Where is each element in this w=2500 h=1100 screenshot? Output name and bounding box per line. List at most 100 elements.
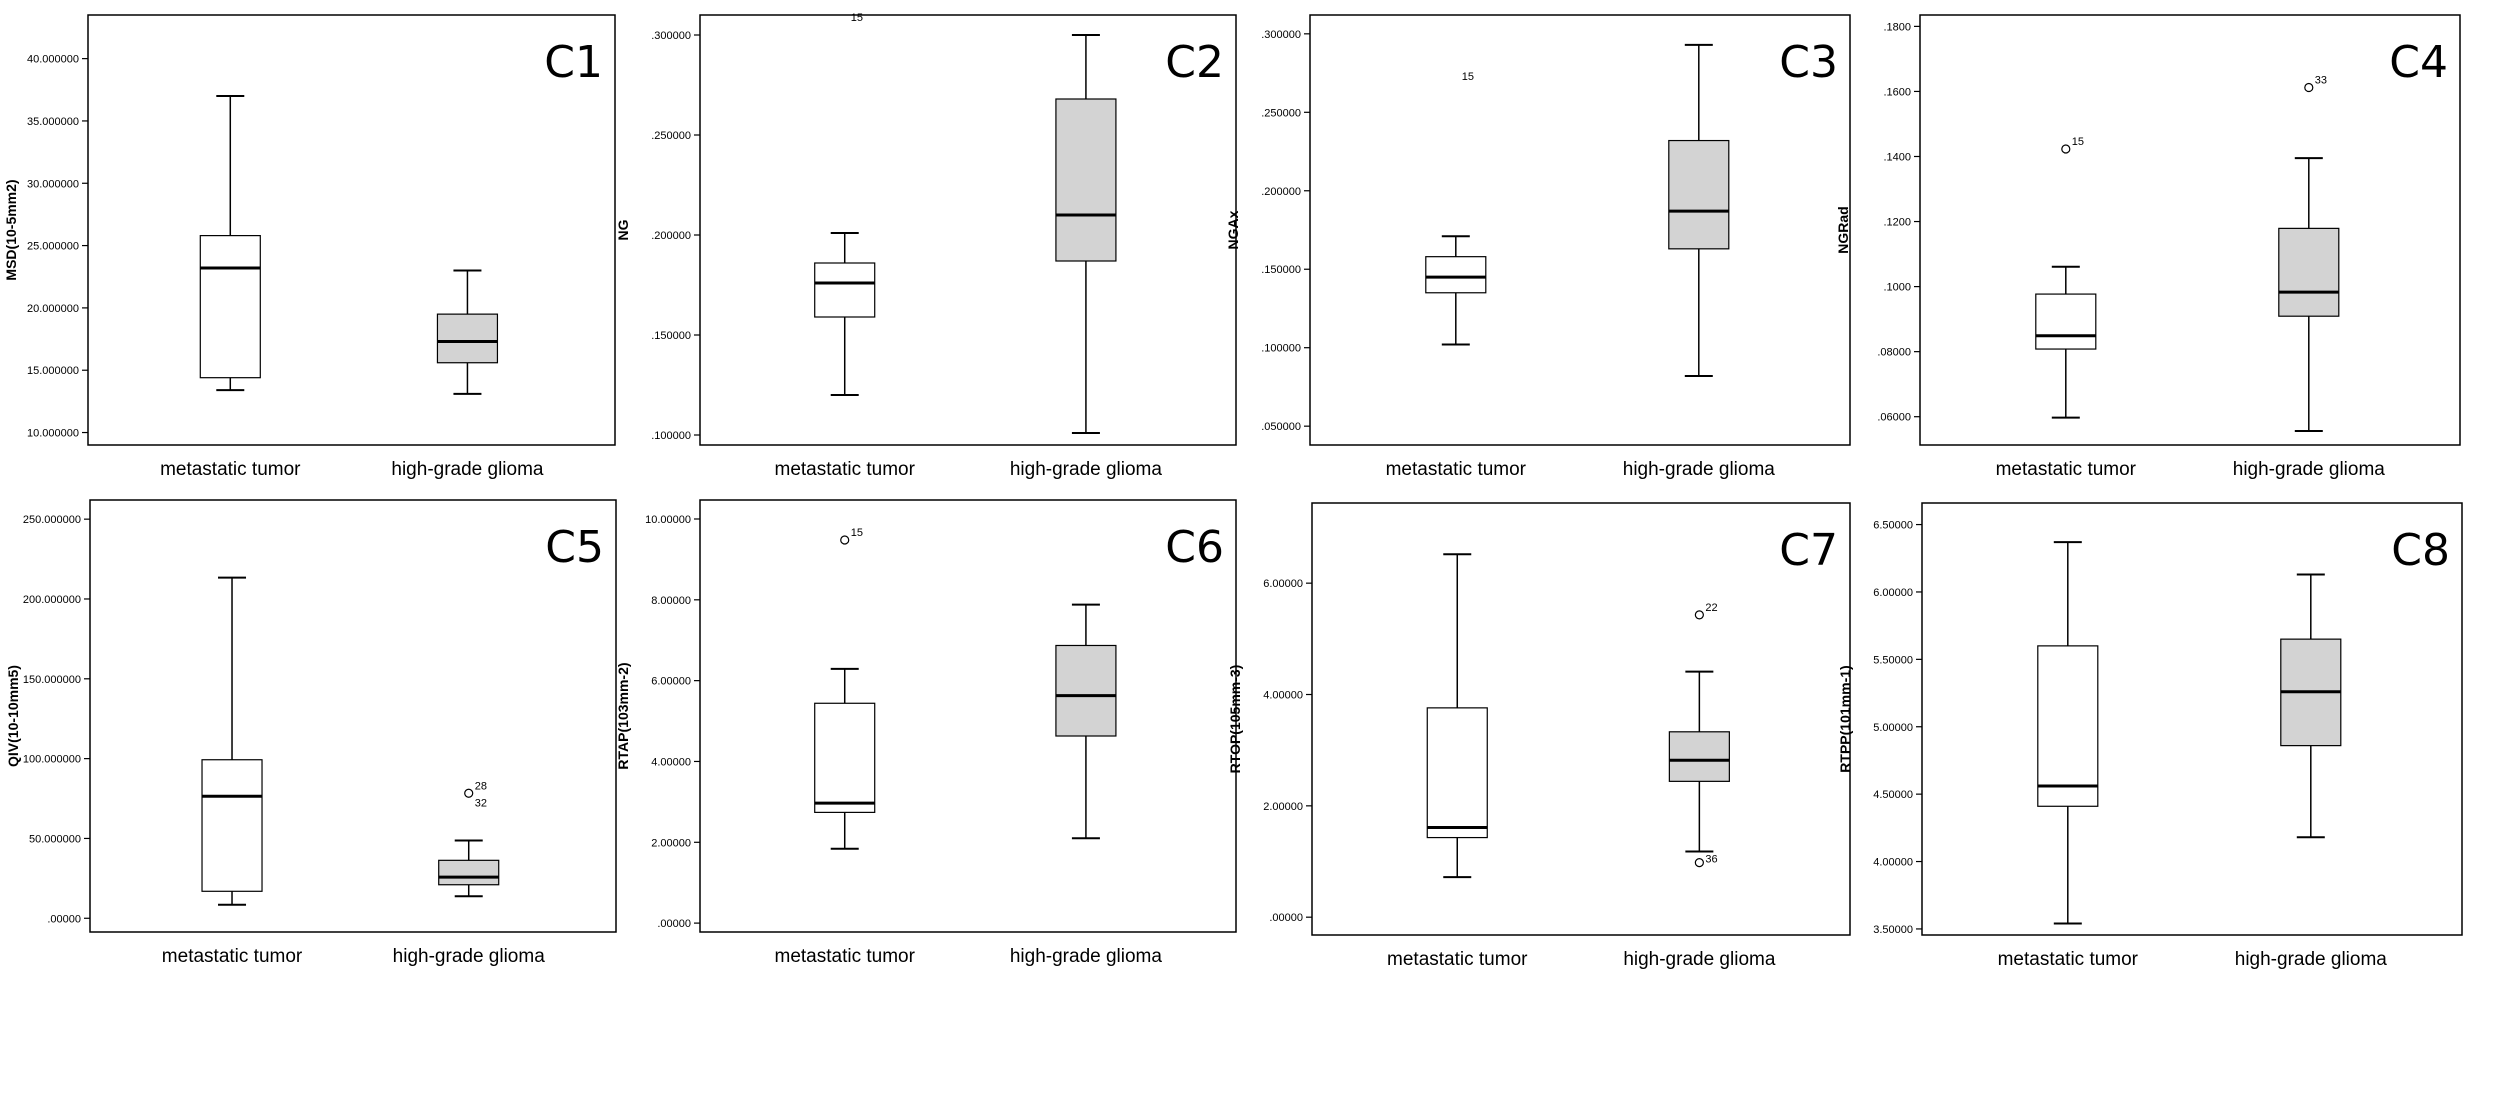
x-category-label: metastatic tumor <box>775 459 916 480</box>
plot-frame <box>1919 14 2461 446</box>
y-tick-label: 6.00000 <box>1263 578 1303 590</box>
iqr-box <box>2278 227 2340 317</box>
box-1 <box>1668 43 1730 377</box>
box-0 <box>2037 541 2099 925</box>
x-category-label: high-grade glioma <box>1010 946 1163 967</box>
plot-frame <box>1921 502 2463 936</box>
iqr-box <box>2035 293 2097 350</box>
box-1 <box>1055 603 1117 840</box>
y-axis-label: NGAx <box>1225 210 1241 249</box>
outlier-marker <box>464 788 474 798</box>
y-tick-label: 100.000000 <box>23 754 81 766</box>
iqr-box <box>2037 645 2099 807</box>
x-category-label: metastatic tumor <box>775 946 916 967</box>
y-tick-label: 5.50000 <box>1873 654 1913 666</box>
iqr-box <box>1426 707 1488 839</box>
plot-frame <box>699 499 1237 933</box>
y-tick-label: 6.50000 <box>1873 520 1913 532</box>
outlier-marker <box>840 535 850 545</box>
iqr-box <box>1668 139 1730 250</box>
y-tick-label: .1600 <box>1883 86 1911 98</box>
y-axis-label: NG <box>615 219 631 240</box>
outlier-label: 22 <box>1705 602 1717 614</box>
y-tick-label: 2.00000 <box>1263 801 1303 813</box>
panel-c2: C2 .100000 .150000 .200000 .250000 .300000 NG m… <box>615 12 1237 480</box>
y-tick-label: .1800 <box>1883 21 1911 33</box>
y-axis-label: RTAP(103mm-2) <box>615 662 631 769</box>
y-tick-label: 30.000000 <box>27 178 79 190</box>
plot-frame <box>87 14 616 446</box>
box-1 <box>2280 573 2342 839</box>
iqr-box <box>201 759 263 892</box>
y-tick-label: .050000 <box>1261 421 1301 433</box>
plot-frame <box>1309 14 1851 446</box>
y-tick-label: .200000 <box>1261 186 1301 198</box>
iqr-box <box>1668 731 1730 782</box>
box-0: 15 <box>814 527 876 850</box>
y-tick-label: 4.00000 <box>1263 690 1303 702</box>
y-tick-label: .1400 <box>1883 151 1911 163</box>
box-0: 15 <box>2035 136 2097 419</box>
box-1: 22 36 <box>1668 602 1730 868</box>
y-tick-label: .150000 <box>651 330 691 342</box>
y-tick-label: 5.00000 <box>1873 722 1913 734</box>
iqr-box <box>436 313 499 364</box>
x-category-label: metastatic tumor <box>1998 949 2139 970</box>
panel-c8: C8 3.50000 4.00000 4.50000 5.00000 5.50000 6.0… <box>1837 502 2463 970</box>
iqr-box <box>199 235 261 379</box>
outlier-marker <box>2304 82 2314 93</box>
x-category-label: high-grade glioma <box>391 459 544 480</box>
y-tick-label: 150.000000 <box>23 674 81 686</box>
y-tick-label: .300000 <box>651 30 691 42</box>
box-0 <box>201 576 263 906</box>
x-category-label: high-grade glioma <box>1010 459 1163 480</box>
panel-label: C5 <box>545 522 604 573</box>
plot-frame <box>1311 502 1851 936</box>
x-category-label: high-grade glioma <box>2235 949 2388 970</box>
plot-frame <box>699 14 1237 446</box>
panel-c5: C5 .00000 50.000000 100.000000 150.000000 200… <box>5 499 617 967</box>
y-tick-label: .00000 <box>657 918 691 930</box>
panel-label: C8 <box>2391 525 2450 576</box>
y-axis-label: MSD(10-5mm2) <box>3 179 19 280</box>
box-0: 15 <box>1425 71 1487 346</box>
outlier-label: 15 <box>851 527 863 539</box>
box-1 <box>1055 34 1117 434</box>
y-axis-label: QIV(10-10mm5) <box>5 665 21 767</box>
panel-c6: C6 .00000 2.00000 4.00000 6.00000 8.00000 10.0… <box>615 499 1237 967</box>
y-tick-label: 8.00000 <box>651 595 691 607</box>
y-tick-label: 200.000000 <box>23 594 81 606</box>
box-0 <box>199 95 261 392</box>
y-tick-label: 4.00000 <box>651 756 691 768</box>
box-1 <box>436 269 499 395</box>
outlier-marker <box>1694 858 1704 868</box>
y-tick-label: 3.50000 <box>1873 924 1913 936</box>
panel-label: C3 <box>1779 37 1838 88</box>
x-category-label: metastatic tumor <box>1387 949 1528 970</box>
iqr-box <box>1055 644 1117 737</box>
x-category-label: high-grade glioma <box>2233 459 2386 480</box>
y-tick-label: 10.000000 <box>27 428 79 440</box>
y-tick-label: .100000 <box>1261 343 1301 355</box>
y-tick-label: 20.000000 <box>27 303 79 315</box>
y-tick-label: 6.00000 <box>651 676 691 688</box>
panel-c1: C1 10.000000 15.000000 20.000000 25.000000 30… <box>3 14 616 480</box>
outlier-label: 36 <box>1705 854 1717 866</box>
panel-c7: C7 .00000 2.00000 4.00000 6.00000 RTOP(105mm-… <box>1227 502 1851 970</box>
outlier-marker <box>1694 610 1704 620</box>
y-tick-label: .150000 <box>1261 264 1301 276</box>
outlier-label: 15 <box>1462 71 1474 83</box>
x-category-label: metastatic tumor <box>162 946 303 967</box>
panel-label: C4 <box>2389 37 2448 88</box>
box-1: 33 <box>2278 75 2340 433</box>
outlier-label: 15 <box>851 12 863 24</box>
x-category-label: high-grade glioma <box>393 946 546 967</box>
y-tick-label: 250.000000 <box>23 514 81 526</box>
outlier-label: 32 <box>475 797 487 809</box>
y-tick-label: .200000 <box>651 230 691 242</box>
y-axis-label: NGRad <box>1835 206 1851 253</box>
y-tick-label: 10.00000 <box>645 514 691 526</box>
x-category-label: high-grade glioma <box>1623 459 1776 480</box>
outlier-label: 28 <box>475 780 487 792</box>
